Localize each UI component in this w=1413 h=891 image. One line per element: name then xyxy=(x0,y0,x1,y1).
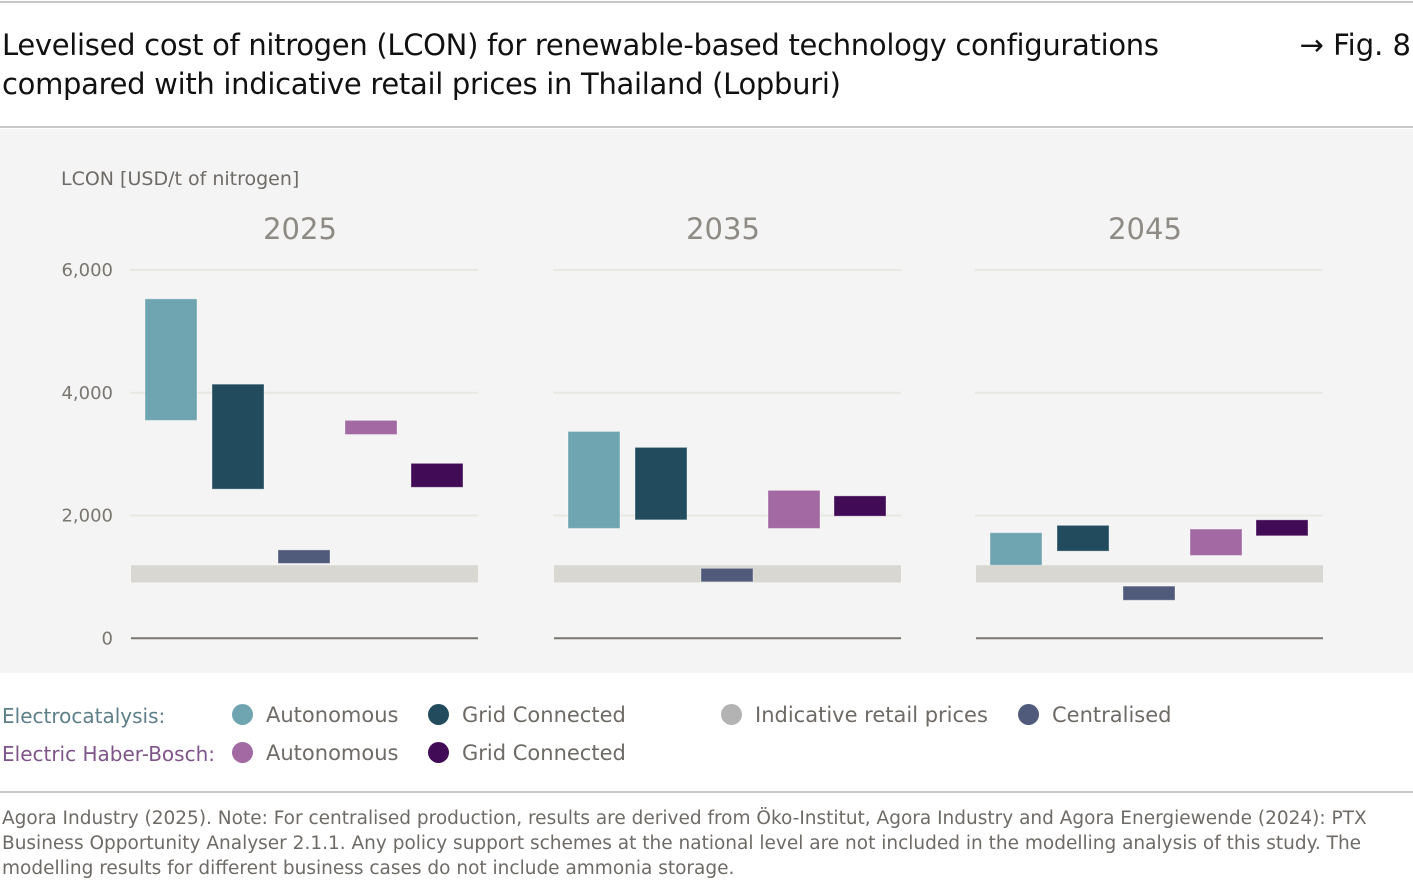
legend-dot-icon xyxy=(428,742,449,763)
bar-elec_grid xyxy=(1056,524,1110,552)
title-rule xyxy=(0,126,1413,128)
bar-hb_autonomous xyxy=(767,489,821,529)
legend-dot-icon xyxy=(232,742,253,763)
legend-dot-icon xyxy=(721,704,742,725)
panel-year-label: 2035 xyxy=(686,212,760,246)
retail-price-band xyxy=(131,565,478,583)
panel-year-label: 2045 xyxy=(1108,212,1182,246)
legend-label: Autonomous xyxy=(266,703,399,727)
y-axis-title: LCON [USD/t of nitrogen] xyxy=(61,168,299,190)
bar-elec_autonomous xyxy=(567,430,621,529)
figure-title: Levelised cost of nitrogen (LCON) for re… xyxy=(2,28,1159,101)
panel-year-label: 2025 xyxy=(263,212,337,246)
legend-label: Centralised xyxy=(1052,703,1172,727)
chart-svg: LCON [USD/t of nitrogen] 0 2,000 4,000 6,00… xyxy=(61,168,1323,649)
y-tick-label: 0 xyxy=(102,628,113,649)
legend-label: Grid Connected xyxy=(462,703,626,727)
legend-label: Indicative retail prices xyxy=(755,703,988,727)
legend: Electrocatalysis: Electric Haber-Bosch: … xyxy=(0,695,1413,785)
bar-centralised xyxy=(700,567,754,583)
bar-elec_grid xyxy=(211,383,265,490)
panel-2035: 2035 xyxy=(553,212,901,640)
legend-dot-icon xyxy=(1018,704,1039,725)
legend-item-centralised: Centralised xyxy=(1018,700,1172,730)
bar-elec_grid xyxy=(634,446,688,521)
legend-dot-icon xyxy=(428,704,449,725)
y-tick-label: 6,000 xyxy=(61,260,113,281)
figure-reference-link[interactable]: → Fig. 8 xyxy=(1299,28,1411,62)
chart-panels: 2025 2035 2045 xyxy=(130,212,1323,640)
footnote-source: Agora Industry (2025). Note: For central… xyxy=(2,808,1367,879)
legend-item-hb-autonomous: Autonomous xyxy=(232,738,398,768)
retail-price-band xyxy=(976,565,1323,583)
panel-2045: 2045 xyxy=(975,212,1323,640)
bar-hb_grid xyxy=(410,462,464,488)
y-tick-label: 4,000 xyxy=(61,383,113,404)
bar-hb_grid xyxy=(1255,519,1309,537)
legend-group-haber-bosch: Electric Haber-Bosch: xyxy=(2,742,215,766)
y-tick-labels: 0 2,000 4,000 6,000 xyxy=(61,260,113,649)
y-tick-label: 2,000 xyxy=(61,506,113,527)
bar-centralised xyxy=(1122,585,1176,601)
panel-2025: 2025 xyxy=(130,212,478,640)
legend-item-elec-grid: Grid Connected xyxy=(428,700,626,730)
legend-label: Autonomous xyxy=(266,741,399,765)
legend-group-electrocatalysis: Electrocatalysis: xyxy=(2,704,166,728)
legend-item-elec-autonomous: Autonomous xyxy=(232,700,398,730)
legend-dot-icon xyxy=(232,704,253,725)
bar-hb_grid xyxy=(833,495,887,517)
bar-elec_autonomous xyxy=(144,298,198,421)
legend-label: Grid Connected xyxy=(462,741,626,765)
legend-item-hb-grid: Grid Connected xyxy=(428,738,626,768)
chart-area: LCON [USD/t of nitrogen] 0 2,000 4,000 6,00… xyxy=(0,129,1413,673)
bar-hb_autonomous xyxy=(1189,528,1243,556)
top-rule xyxy=(0,1,1413,3)
bar-elec_autonomous xyxy=(989,532,1043,566)
legend-item-retail: Indicative retail prices xyxy=(721,700,988,730)
bar-hb_autonomous xyxy=(344,419,398,436)
footnote-rule xyxy=(0,791,1413,793)
bar-centralised xyxy=(277,549,331,564)
